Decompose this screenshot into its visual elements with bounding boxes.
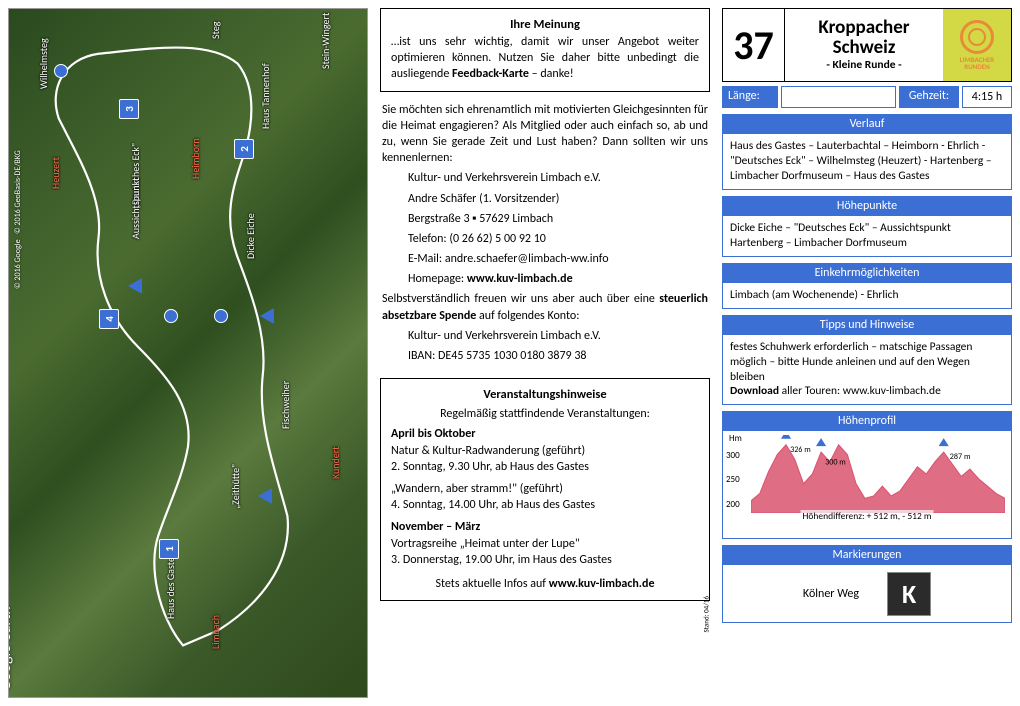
map-column: Steg Stein-Wingert Wilhelmsteg Haus Tannenh…	[8, 8, 368, 698]
length-label: Länge:	[722, 86, 778, 108]
mark-body: Kölner Weg K	[722, 565, 1012, 623]
map-label: Heuzert	[49, 157, 62, 189]
limbacher-runden-logo: LIMBACHERRUNDEN	[943, 9, 1011, 81]
map-label: Fischweiher	[279, 381, 292, 429]
map-marker: 1	[159, 539, 179, 559]
tipps-body: festes Schuhwerk erforderlich – matschig…	[722, 335, 1012, 406]
elevation-box: Hm 200250300 a b c326 m300 m287 m Höhend…	[722, 431, 1012, 539]
hoehe-head: Höhepunkte	[722, 196, 1012, 216]
map-copyright: © 2016 Google © 2016 GeoBasis-DE/BKG	[13, 150, 23, 289]
stats-row: Länge: Gehzeit: 4:15 h	[722, 86, 1012, 108]
map-label: Limbach	[209, 615, 222, 649]
map-label: Aussichtspunkt	[129, 178, 142, 239]
svg-text:b: b	[819, 435, 823, 439]
svg-text:300 m: 300 m	[825, 458, 846, 468]
events-box: Veranstaltungshinweise Regelmäßig stattf…	[380, 378, 710, 601]
stand-label: Stand: 04/16	[702, 596, 711, 633]
elevation-chart: a b c326 m300 m287 m	[751, 435, 1005, 513]
map-label: Wilhelmsteg	[37, 38, 50, 89]
map-marker: 2	[234, 139, 254, 159]
feedback-body: …ist uns sehr wichtig, damit wir unser A…	[391, 34, 699, 83]
bank-block: Kultur- und Verkehrsverein Limbach e.V.I…	[382, 328, 708, 364]
satellite-map: Steg Stein-Wingert Wilhelmsteg Haus Tannenh…	[8, 8, 368, 698]
profil-head: Höhenprofil	[722, 411, 1012, 431]
tipps-head: Tipps und Hinweise	[722, 315, 1012, 335]
events-sub: Regelmäßig stattfindende Veranstaltungen…	[391, 406, 699, 422]
map-marker	[54, 64, 68, 78]
map-marker	[258, 488, 272, 504]
mark-head: Markierungen	[722, 545, 1012, 565]
map-label: Haus Tannenhof	[259, 63, 272, 129]
volunteer-intro: Sie möchten sich ehrenamtlich mit motivi…	[382, 102, 708, 167]
time-label: Gehzeit:	[899, 86, 959, 108]
einkehr-head: Einkehrmöglichkeiten	[722, 263, 1012, 283]
svg-text:326 m: 326 m	[790, 445, 811, 455]
mark-label: Kölner Weg	[803, 587, 859, 601]
feedback-box: Ihre Meinung …ist uns sehr wichtig, dami…	[380, 8, 710, 92]
length-value	[781, 86, 896, 108]
google-earth-logo: Google earth	[8, 606, 15, 691]
verlauf-body: Haus des Gastes – Lauterbachtal – Heimbo…	[722, 134, 1012, 190]
donation-intro: Selbstverständlich freuen wir uns aber a…	[382, 291, 708, 323]
time-value: 4:15 h	[962, 86, 1012, 108]
events-footer: Stets aktuelle Infos auf www.kuv-limbach…	[391, 576, 699, 592]
route-number: 37	[723, 9, 785, 81]
map-label: Steg	[209, 21, 222, 39]
contact-block: Kultur- und Verkehrsverein Limbach e.V.A…	[382, 170, 708, 267]
svg-text:287 m: 287 m	[950, 452, 971, 462]
route-title: Kroppacher Schweiz - Kleine Runde -	[785, 9, 943, 81]
map-marker: 3	[119, 99, 139, 119]
map-label: Heimborn	[189, 138, 202, 179]
mid-free-text: Sie möchten sich ehrenamtlich mit motivi…	[380, 102, 710, 369]
hoehe-body: Dicke Eiche – "Deutsches Eck" – Aussicht…	[722, 216, 1012, 257]
trail-path	[9, 9, 367, 695]
summary-column: 37 Kroppacher Schweiz - Kleine Runde - L…	[722, 8, 1012, 698]
map-marker	[214, 309, 228, 323]
events-title: Veranstaltungshinweise	[391, 387, 699, 402]
info-column: Ihre Meinung …ist uns sehr wichtig, dami…	[380, 8, 710, 698]
logo-ring-icon	[960, 20, 994, 54]
feedback-title: Ihre Meinung	[391, 17, 699, 32]
elevation-diff: Höhendifferenz: + 512 m, - 512 m	[800, 510, 933, 522]
map-marker: 4	[99, 309, 119, 329]
map-marker	[260, 308, 274, 324]
homepage-line: Homepage: www.kuv-limbach.de	[382, 271, 708, 287]
map-label: Kundert	[329, 446, 342, 479]
verlauf-head: Verlauf	[722, 114, 1012, 134]
map-label: „Zeithütte"	[229, 464, 242, 509]
map-label: Haus des Gastes	[164, 553, 177, 619]
map-label: Dicke Eiche	[244, 213, 257, 259]
k-badge-icon: K	[887, 572, 931, 616]
map-marker	[128, 278, 142, 294]
map-marker	[164, 309, 178, 323]
map-label: Stein-Wingert	[319, 13, 332, 69]
svg-text:c: c	[942, 435, 946, 439]
route-header: 37 Kroppacher Schweiz - Kleine Runde - L…	[722, 8, 1012, 82]
einkehr-body: Limbach (am Wochenende) - Ehrlich	[722, 283, 1012, 309]
